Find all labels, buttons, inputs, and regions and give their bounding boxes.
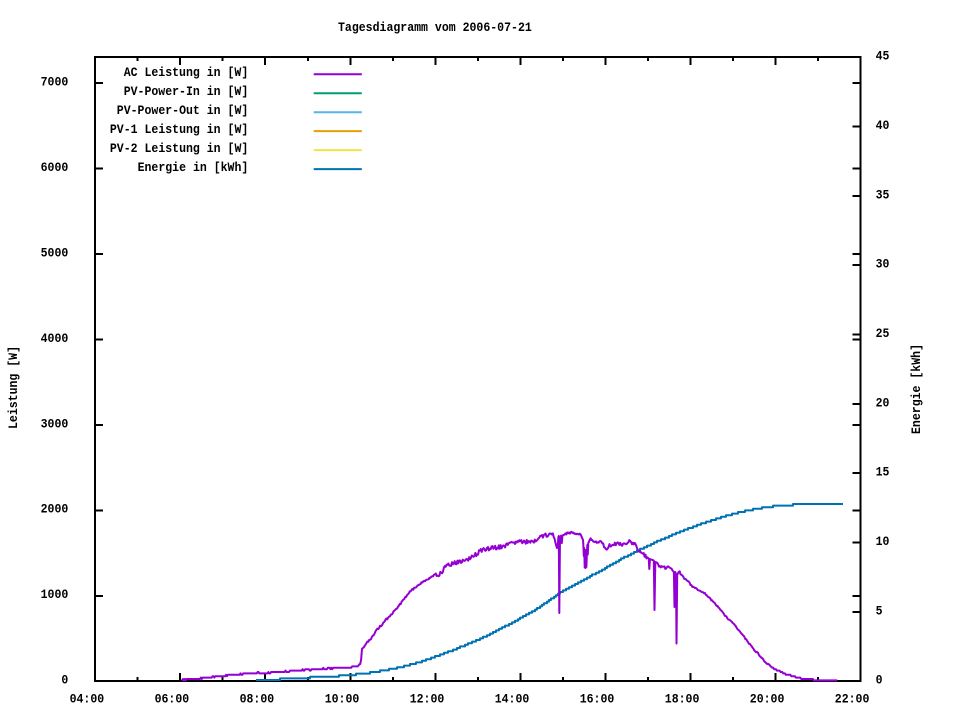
svg-text:AC Leistung in [W]: AC Leistung in [W] xyxy=(124,66,249,80)
svg-text:20:00: 20:00 xyxy=(750,693,785,707)
svg-text:10:00: 10:00 xyxy=(325,693,360,707)
svg-text:7000: 7000 xyxy=(41,76,69,90)
svg-text:Leistung [W]: Leistung [W] xyxy=(7,346,21,429)
svg-text:Energie [kWh]: Energie [kWh] xyxy=(910,344,924,434)
svg-text:16:00: 16:00 xyxy=(580,693,615,707)
svg-text:5: 5 xyxy=(876,604,883,618)
svg-text:06:00: 06:00 xyxy=(155,693,190,707)
svg-text:12:00: 12:00 xyxy=(410,693,445,707)
svg-text:10: 10 xyxy=(876,535,890,549)
svg-text:4000: 4000 xyxy=(41,332,69,346)
svg-text:25: 25 xyxy=(876,327,890,341)
svg-text:15: 15 xyxy=(876,466,890,480)
svg-text:1000: 1000 xyxy=(41,588,69,602)
svg-text:0: 0 xyxy=(876,674,883,688)
svg-text:14:00: 14:00 xyxy=(495,693,530,707)
svg-text:PV-1 Leistung in [W]: PV-1 Leistung in [W] xyxy=(110,123,248,137)
svg-text:35: 35 xyxy=(876,188,890,202)
svg-text:0: 0 xyxy=(61,674,68,688)
svg-text:PV-Power-In in [W]: PV-Power-In in [W] xyxy=(124,85,249,99)
svg-text:2000: 2000 xyxy=(41,503,69,517)
svg-text:18:00: 18:00 xyxy=(665,693,700,707)
svg-text:45: 45 xyxy=(876,50,890,64)
svg-text:Tagesdiagramm vom 2006-07-21: Tagesdiagramm vom 2006-07-21 xyxy=(338,21,532,35)
svg-text:20: 20 xyxy=(876,396,890,410)
svg-text:PV-Power-Out in [W]: PV-Power-Out in [W] xyxy=(117,104,249,118)
svg-text:3000: 3000 xyxy=(41,417,69,431)
svg-text:PV-2 Leistung in [W]: PV-2 Leistung in [W] xyxy=(110,142,248,156)
svg-text:08:00: 08:00 xyxy=(240,693,275,707)
svg-text:30: 30 xyxy=(876,258,890,272)
svg-text:6000: 6000 xyxy=(41,161,69,175)
svg-text:04:00: 04:00 xyxy=(70,693,105,707)
svg-text:5000: 5000 xyxy=(41,247,69,261)
svg-text:Energie in [kWh]: Energie in [kWh] xyxy=(138,161,249,175)
svg-text:40: 40 xyxy=(876,119,890,133)
svg-text:22:00: 22:00 xyxy=(835,693,870,707)
